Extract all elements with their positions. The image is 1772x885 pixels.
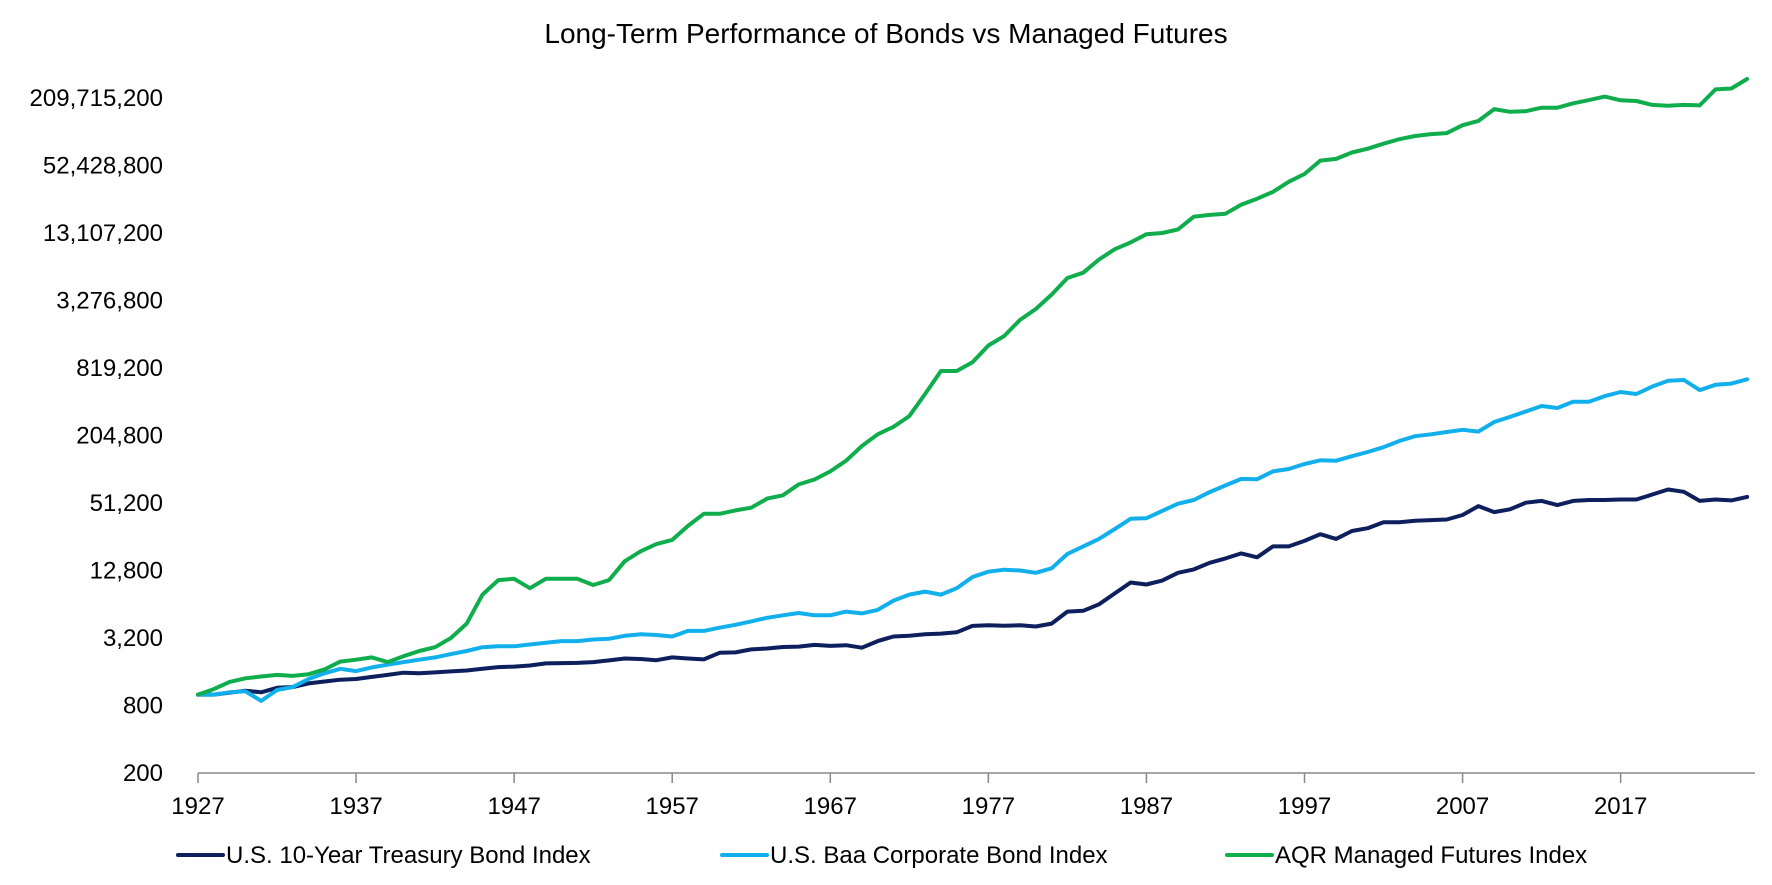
y-tick-label: 200 bbox=[123, 760, 163, 787]
x-tick-label: 1957 bbox=[646, 793, 699, 820]
y-tick-label: 52,428,800 bbox=[43, 153, 163, 180]
y-tick-label: 800 bbox=[123, 693, 163, 720]
y-tick-label: 819,200 bbox=[76, 355, 163, 382]
plot-area bbox=[196, 77, 1750, 703]
y-tick-label: 3,200 bbox=[103, 625, 163, 652]
series-line-2 bbox=[196, 377, 1750, 703]
y-tick-label: 209,715,200 bbox=[30, 85, 163, 112]
x-tick-label: 1927 bbox=[171, 793, 224, 820]
x-axis: 1927 1937 1947 1957 1967 1977 1987 1997 2007 2017 bbox=[171, 772, 1755, 820]
legend-label: U.S. 10-Year Treasury Bond Index bbox=[226, 842, 591, 869]
y-tick-label: 12,800 bbox=[90, 558, 163, 585]
x-tick-label: 1967 bbox=[804, 793, 857, 820]
y-tick-label: 51,200 bbox=[90, 490, 163, 517]
y-tick-label: 3,276,800 bbox=[56, 288, 163, 315]
x-tick-label: 1977 bbox=[962, 793, 1015, 820]
y-axis-ticks: 200 800 3,200 12,800 51,200 204,800 819,200 3,2… bbox=[30, 85, 163, 787]
series-line-1 bbox=[196, 487, 1750, 697]
y-tick-label: 13,107,200 bbox=[43, 220, 163, 247]
x-tick-label: 1937 bbox=[329, 793, 382, 820]
series-layer bbox=[196, 77, 1750, 703]
y-tick-label: 204,800 bbox=[76, 423, 163, 450]
legend: U.S. 10-Year Treasury Bond Index U.S. Baa… bbox=[176, 842, 1587, 869]
x-tick-label: 1997 bbox=[1278, 793, 1331, 820]
x-tick-label: 1987 bbox=[1120, 793, 1173, 820]
legend-label: U.S. Baa Corporate Bond Index bbox=[770, 842, 1108, 869]
series-line-3 bbox=[196, 77, 1750, 697]
x-tick-label: 2007 bbox=[1436, 793, 1489, 820]
x-tick-label: 2017 bbox=[1594, 793, 1647, 820]
x-tick-label: 1947 bbox=[487, 793, 540, 820]
legend-label: AQR Managed Futures Index bbox=[1275, 842, 1587, 869]
chart-title: Long-Term Performance of Bonds vs Manage… bbox=[544, 18, 1227, 49]
